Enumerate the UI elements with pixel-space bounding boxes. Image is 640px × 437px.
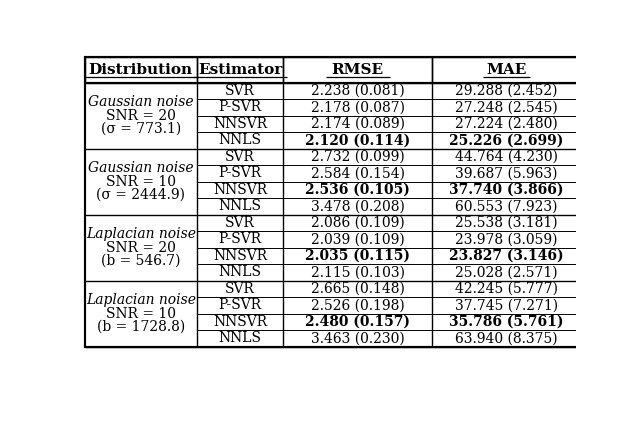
Bar [432,58,581,83]
Text: Gaussian noise: Gaussian noise [88,161,193,175]
Bar [196,58,284,83]
Text: SVR: SVR [225,216,255,230]
Text: 39.687 (5.963): 39.687 (5.963) [455,166,558,180]
Text: (b = 546.7): (b = 546.7) [101,254,180,268]
Text: 2.732 (0.099): 2.732 (0.099) [311,150,404,164]
Text: Estimator: Estimator [198,63,282,77]
Text: SVR: SVR [225,282,255,296]
Text: 44.764 (4.230): 44.764 (4.230) [455,150,558,164]
Text: NNSVR: NNSVR [213,249,267,263]
Text: NNLS: NNLS [218,199,262,213]
Text: 2.039 (0.109): 2.039 (0.109) [311,232,404,246]
Text: 35.786 (5.761): 35.786 (5.761) [449,315,564,329]
Text: 37.745 (7.271): 37.745 (7.271) [455,298,558,312]
Text: RMSE: RMSE [332,63,384,77]
Text: 63.940 (8.375): 63.940 (8.375) [455,331,558,345]
Text: 25.538 (3.181): 25.538 (3.181) [455,216,558,230]
Text: (σ = 2444.9): (σ = 2444.9) [96,188,185,202]
Text: P-SVR: P-SVR [218,166,262,180]
Text: 3.478 (0.208): 3.478 (0.208) [311,199,404,213]
Text: SVR: SVR [225,150,255,164]
Text: 2.120 (0.114): 2.120 (0.114) [305,133,410,147]
Text: Laplacian noise: Laplacian noise [86,227,196,241]
Text: Distribution: Distribution [89,63,193,77]
Text: NNSVR: NNSVR [213,315,267,329]
Text: 25.226 (2.699): 25.226 (2.699) [449,133,564,147]
Text: 27.248 (2.545): 27.248 (2.545) [455,101,558,114]
Text: Laplacian noise: Laplacian noise [86,293,196,307]
Text: SNR = 10: SNR = 10 [106,175,176,189]
Text: 2.115 (0.103): 2.115 (0.103) [311,265,404,279]
Text: Gaussian noise: Gaussian noise [88,95,193,109]
Text: 23.978 (3.059): 23.978 (3.059) [455,232,558,246]
Text: 29.288 (2.452): 29.288 (2.452) [455,84,558,98]
Text: 2.526 (0.198): 2.526 (0.198) [311,298,404,312]
Text: SVR: SVR [225,84,255,98]
Text: 60.553 (7.923): 60.553 (7.923) [455,199,558,213]
Text: MAE: MAE [486,63,527,77]
Text: NNSVR: NNSVR [213,183,267,197]
Text: (b = 1728.8): (b = 1728.8) [97,320,185,334]
Text: 2.480 (0.157): 2.480 (0.157) [305,315,410,329]
Text: 23.827 (3.146): 23.827 (3.146) [449,249,564,263]
Bar [85,58,581,347]
Text: 37.740 (3.866): 37.740 (3.866) [449,183,564,197]
Text: 2.238 (0.081): 2.238 (0.081) [311,84,404,98]
Text: 2.174 (0.089): 2.174 (0.089) [311,117,404,131]
Text: NNLS: NNLS [218,331,262,345]
Text: 42.245 (5.777): 42.245 (5.777) [455,282,558,296]
Text: 27.224 (2.480): 27.224 (2.480) [455,117,558,131]
Text: 2.035 (0.115): 2.035 (0.115) [305,249,410,263]
Bar [85,58,196,83]
Text: 2.178 (0.087): 2.178 (0.087) [311,101,404,114]
Text: P-SVR: P-SVR [218,101,262,114]
Bar [85,58,581,347]
Text: 2.536 (0.105): 2.536 (0.105) [305,183,410,197]
Bar [284,58,432,83]
Text: NNSVR: NNSVR [213,117,267,131]
Text: P-SVR: P-SVR [218,298,262,312]
Text: NNLS: NNLS [218,133,262,147]
Text: SNR = 20: SNR = 20 [106,241,176,255]
Text: SNR = 20: SNR = 20 [106,109,176,123]
Text: NNLS: NNLS [218,265,262,279]
Text: 3.463 (0.230): 3.463 (0.230) [311,331,404,345]
Text: SNR = 10: SNR = 10 [106,307,176,321]
Text: (σ = 773.1): (σ = 773.1) [100,122,181,136]
Text: 2.584 (0.154): 2.584 (0.154) [311,166,404,180]
Text: 25.028 (2.571): 25.028 (2.571) [455,265,558,279]
Text: 2.086 (0.109): 2.086 (0.109) [311,216,404,230]
Text: P-SVR: P-SVR [218,232,262,246]
Text: 2.665 (0.148): 2.665 (0.148) [311,282,404,296]
